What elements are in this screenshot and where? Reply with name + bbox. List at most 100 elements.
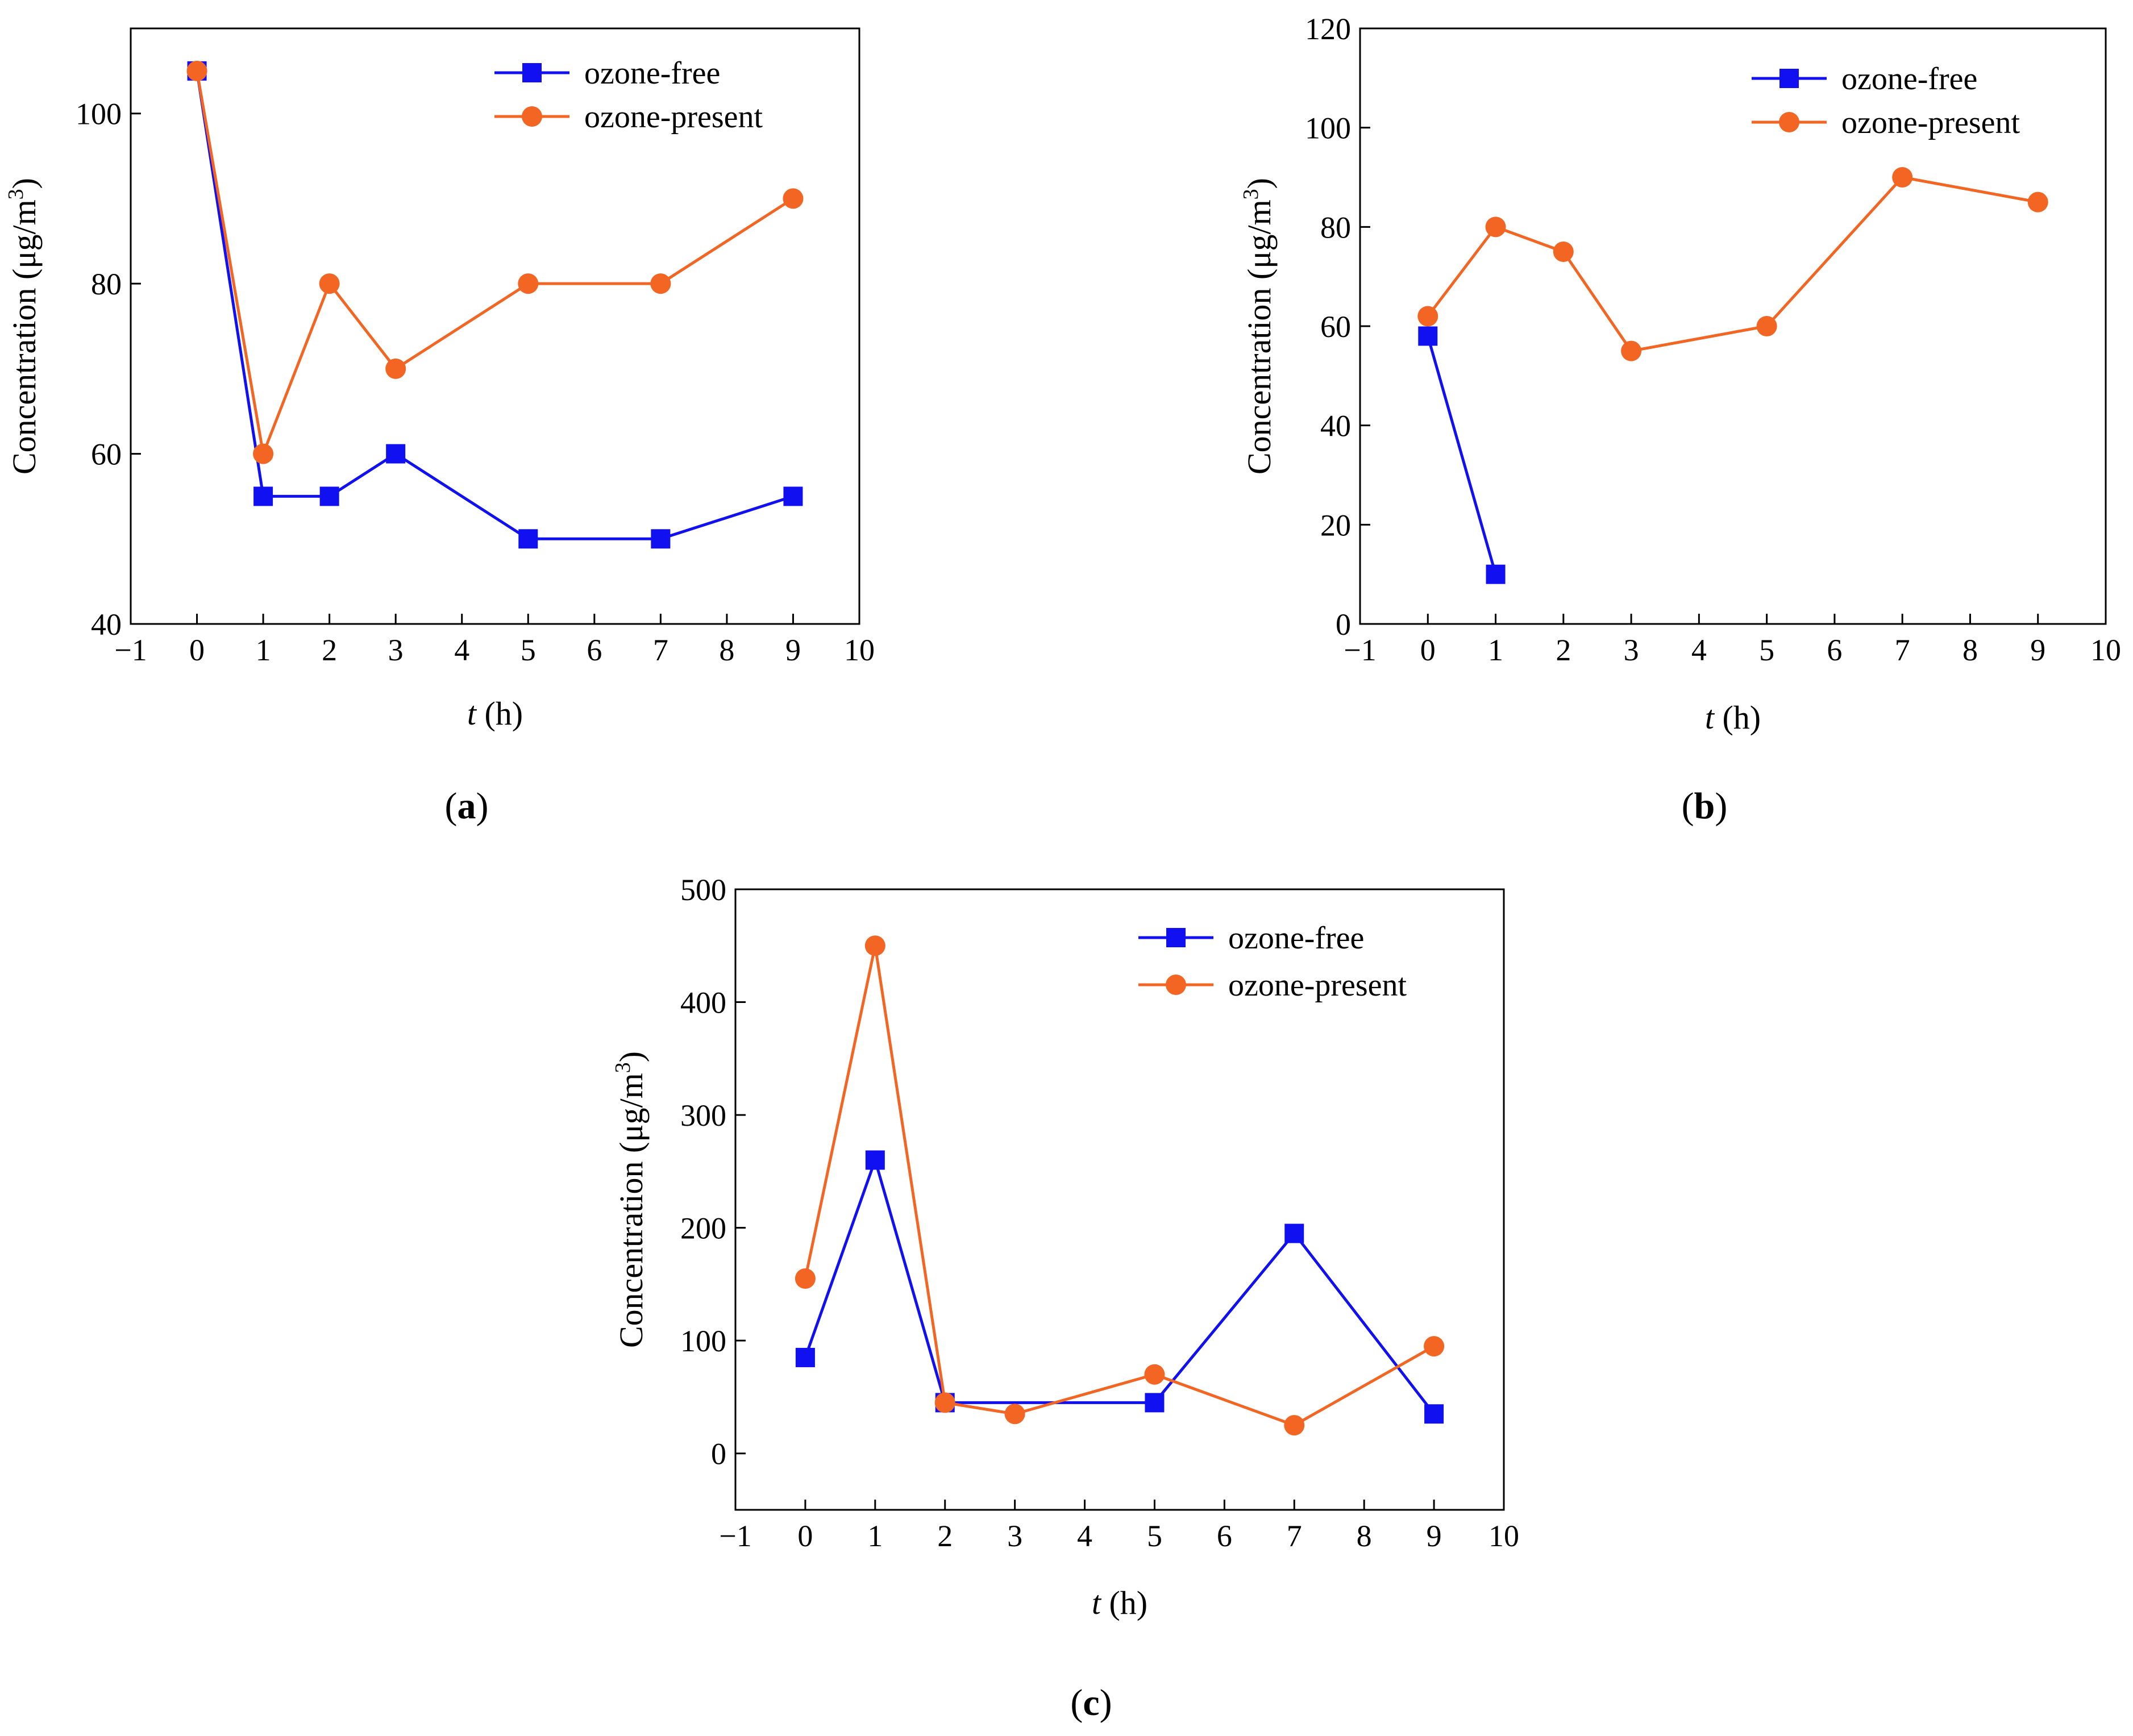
data-point-square [651, 529, 671, 549]
panel-label: (b) [1682, 785, 1728, 827]
data-point-square [319, 486, 339, 506]
x-tick-label: 10 [844, 633, 875, 667]
panel-label-letter: b [1694, 785, 1715, 827]
data-point-circle [1756, 316, 1777, 336]
y-tick-label: 200 [680, 1212, 726, 1246]
plot-frame [130, 27, 860, 625]
data-point-square [1284, 1223, 1304, 1243]
x-tick-label: 5 [1147, 1519, 1162, 1553]
legend: ozone-free ozone-present [1752, 61, 2020, 140]
x-tick-label: −1 [114, 633, 147, 667]
panel-label-close: ) [476, 785, 489, 827]
x-axis-title-unit: (h) [1109, 1584, 1147, 1621]
panel-label-letter: a [458, 785, 476, 827]
x-tick-label: −1 [1344, 633, 1376, 667]
data-point-circle [1004, 1404, 1025, 1425]
x-tick-label: 7 [1287, 1519, 1302, 1553]
x-tick-label: 0 [189, 633, 205, 667]
x-tick-label: 6 [1827, 633, 1842, 667]
x-tick-label: 9 [2030, 633, 2045, 667]
legend-label: ozone-present [1841, 105, 2020, 140]
x-axis-title-space [1714, 699, 1723, 736]
data-point-square [1145, 1393, 1165, 1413]
series-line [804, 1159, 1436, 1415]
data-point-square [1418, 326, 1438, 346]
y-axis-title: Concentration (μg/m3) [611, 1051, 650, 1348]
x-tick-label: 7 [1895, 633, 1910, 667]
legend-marker [522, 63, 542, 82]
series-ozone-free [1418, 326, 1506, 584]
y-tick-label: 20 [1320, 508, 1351, 542]
x-tick-label: 10 [1488, 1519, 1519, 1553]
legend-label: ozone-present [1228, 968, 1407, 1003]
y-tick-label: 60 [91, 438, 122, 472]
x-tick-label: 6 [587, 633, 602, 667]
x-tick-label: 1 [867, 1519, 883, 1553]
x-axis-title-unit: (h) [1722, 699, 1761, 736]
data-point-circle [1485, 217, 1506, 238]
panel-label: (a) [445, 785, 489, 827]
x-tick-label: 4 [454, 633, 469, 667]
data-point-circle [1553, 242, 1574, 262]
x-tick-label: 9 [1427, 1519, 1442, 1553]
legend-label: ozone-free [584, 56, 720, 91]
legend-marker [1166, 975, 1186, 995]
y-tick-label: 100 [76, 97, 122, 131]
y-tick-label: 300 [680, 1098, 726, 1133]
data-point-circle [1621, 340, 1642, 361]
x-axis-title: t (h) [1705, 699, 1761, 736]
data-point-circle [934, 1392, 955, 1413]
legend-marker [522, 106, 542, 127]
x-tick-label: 1 [256, 633, 271, 667]
data-point-circle [1417, 306, 1438, 327]
x-axis-title: t (h) [467, 695, 523, 732]
x-axis-title-variable: t [1092, 1584, 1102, 1621]
panel-label-open: ( [1070, 1682, 1083, 1723]
x-axis-title-space [476, 695, 485, 732]
y-axis-title-close: ) [613, 1051, 650, 1062]
x-tick-label: 3 [1007, 1519, 1022, 1553]
y-axis-title: Concentration (μg/m3) [4, 178, 43, 474]
y-axis-title-close: ) [1241, 178, 1278, 189]
data-point-square [253, 486, 273, 506]
y-tick-label: 500 [680, 873, 726, 907]
series-ozone-free [795, 1150, 1444, 1424]
series-line [804, 944, 1435, 1427]
panel-label-close: ) [1715, 785, 1727, 827]
x-tick-label: 1 [1488, 633, 1503, 667]
x-tick-label: 5 [1759, 633, 1774, 667]
data-point-circle [319, 273, 340, 294]
data-point-circle [385, 358, 406, 379]
series-ozone-present [1417, 167, 2048, 361]
x-tick-label: 4 [1077, 1519, 1092, 1553]
x-tick-label: 2 [322, 633, 337, 667]
y-axis-title-superscript: 3 [1239, 189, 1263, 199]
data-point-square [783, 486, 803, 506]
y-tick-label: 80 [91, 267, 122, 301]
legend-label: ozone-free [1228, 921, 1364, 956]
series-ozone-present [795, 935, 1445, 1436]
data-point-circle [1892, 167, 1913, 188]
series-ozone-present [186, 60, 804, 464]
legend-marker [1779, 112, 1799, 132]
series-line [1427, 176, 2039, 353]
data-point-square [1424, 1404, 1444, 1424]
x-tick-label: 8 [719, 633, 734, 667]
legend-label: ozone-present [584, 99, 763, 135]
legend-marker [1166, 928, 1186, 947]
x-tick-label: 2 [937, 1519, 953, 1553]
y-tick-label: 120 [1305, 12, 1351, 46]
x-axis-title-variable: t [467, 695, 477, 732]
y-tick-label: 100 [680, 1324, 726, 1358]
x-tick-label: 6 [1217, 1519, 1232, 1553]
y-axis-title-superscript: 3 [4, 189, 28, 199]
data-point-circle [1284, 1415, 1305, 1436]
y-axis-title-text: Concentration (μg/m [1241, 199, 1278, 474]
y-axis-title: Concentration (μg/m3) [1239, 178, 1278, 474]
data-point-circle [186, 60, 207, 81]
panel-label: (c) [1070, 1682, 1112, 1723]
x-tick-label: 10 [2090, 633, 2121, 667]
legend: ozone-free ozone-present [1138, 921, 1407, 1003]
y-tick-label: 40 [1320, 409, 1351, 443]
